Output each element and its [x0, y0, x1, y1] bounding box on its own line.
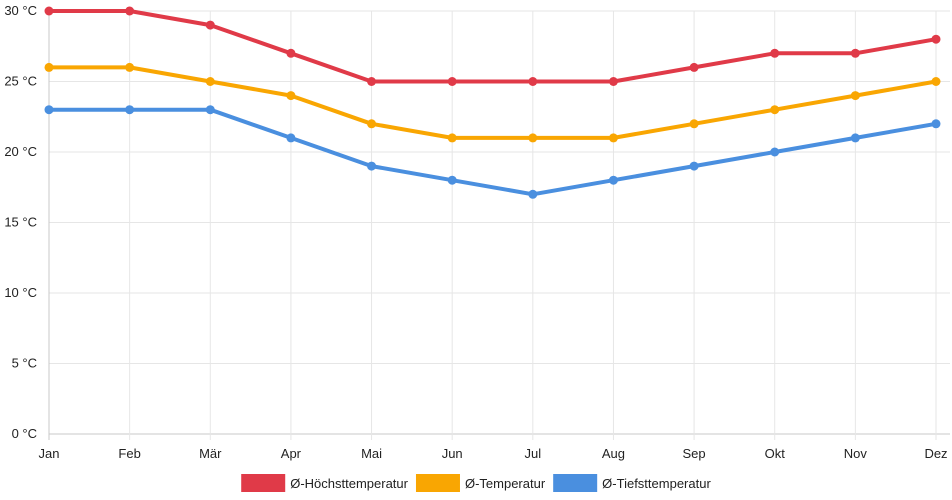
data-point[interactable] — [286, 91, 296, 101]
x-tick-label: Apr — [281, 446, 302, 461]
data-point[interactable] — [528, 189, 538, 199]
data-point[interactable] — [931, 119, 941, 129]
data-point[interactable] — [931, 77, 941, 86]
y-tick-label: 0 °C — [12, 426, 37, 441]
legend-label: Ø-Tiefsttemperatur — [602, 476, 711, 491]
x-tick-label: Mär — [199, 446, 222, 461]
data-point[interactable] — [689, 119, 699, 129]
data-point[interactable] — [286, 48, 296, 58]
data-point[interactable] — [367, 77, 377, 86]
series-0 — [44, 6, 941, 86]
legend-item[interactable]: Ø-Temperatur — [415, 474, 546, 492]
data-point[interactable] — [447, 133, 457, 143]
data-point[interactable] — [205, 20, 215, 30]
data-point[interactable] — [770, 147, 780, 157]
axes: 0 °C 5 °C 10 °C 15 °C 20 °C 25 °C 30 °C Jan Feb M… — [4, 3, 947, 461]
x-tick-label: Mai — [361, 446, 382, 461]
x-tick-label: Feb — [118, 446, 140, 461]
data-point[interactable] — [850, 91, 860, 101]
series-1 — [44, 62, 941, 143]
data-point[interactable] — [205, 77, 215, 86]
legend-swatch — [241, 474, 286, 492]
data-point[interactable] — [125, 6, 135, 16]
y-tick-label: 15 °C — [4, 215, 37, 230]
data-point[interactable] — [44, 62, 54, 72]
data-point[interactable] — [770, 48, 780, 58]
data-point[interactable] — [528, 133, 538, 143]
data-point[interactable] — [447, 77, 457, 86]
legend: Ø-Höchsttemperatur Ø-Temperatur Ø-Tiefstte… — [241, 474, 711, 492]
y-tick-label: 25 °C — [4, 74, 37, 89]
x-tick-label: Jun — [442, 446, 463, 461]
data-point[interactable] — [367, 119, 377, 129]
series-line — [47, 9, 938, 84]
x-tick-label: Jul — [525, 446, 542, 461]
series-lines — [44, 6, 941, 199]
x-tick-label: Nov — [844, 446, 868, 461]
legend-label: Ø-Temperatur — [465, 476, 546, 491]
data-point[interactable] — [44, 6, 54, 16]
x-tick-label: Jan — [39, 446, 60, 461]
legend-label: Ø-Höchsttemperatur — [290, 476, 408, 491]
data-point[interactable] — [286, 133, 296, 143]
data-point[interactable] — [689, 161, 699, 171]
x-tick-label: Aug — [602, 446, 625, 461]
series-line — [47, 65, 938, 140]
y-tick-label: 20 °C — [4, 144, 37, 159]
data-point[interactable] — [608, 77, 618, 86]
legend-item[interactable]: Ø-Höchsttemperatur — [241, 474, 409, 492]
data-point[interactable] — [608, 175, 618, 185]
data-point[interactable] — [205, 105, 215, 115]
data-point[interactable] — [608, 133, 618, 143]
data-point[interactable] — [689, 62, 699, 72]
data-point[interactable] — [931, 34, 941, 44]
legend-swatch — [553, 474, 598, 492]
data-point[interactable] — [447, 175, 457, 185]
data-point[interactable] — [850, 133, 860, 143]
data-point[interactable] — [125, 105, 135, 115]
data-point[interactable] — [125, 62, 135, 72]
data-point[interactable] — [528, 77, 538, 86]
data-point[interactable] — [850, 48, 860, 58]
legend-item[interactable]: Ø-Tiefsttemperatur — [553, 474, 711, 492]
x-tick-label: Dez — [924, 446, 947, 461]
y-tick-label: 30 °C — [4, 3, 37, 18]
legend-swatch — [415, 474, 460, 492]
data-point[interactable] — [44, 105, 54, 115]
y-tick-label: 5 °C — [12, 356, 37, 371]
data-point[interactable] — [770, 105, 780, 115]
x-tick-label: Okt — [765, 446, 786, 461]
y-tick-label: 10 °C — [4, 285, 37, 300]
x-tick-label: Sep — [683, 446, 706, 461]
series-2 — [44, 105, 941, 199]
series-line — [47, 107, 938, 197]
data-point[interactable] — [367, 161, 377, 171]
